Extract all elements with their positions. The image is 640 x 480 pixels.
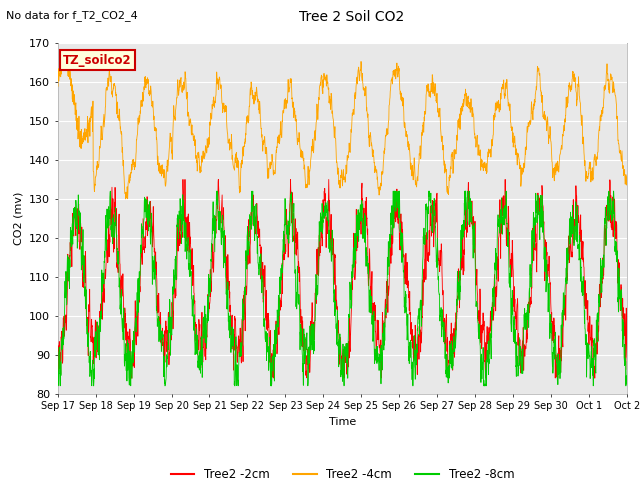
Text: TZ_soilco2: TZ_soilco2 (63, 54, 132, 67)
X-axis label: Time: Time (329, 417, 356, 427)
Text: Tree 2 Soil CO2: Tree 2 Soil CO2 (300, 10, 404, 24)
Y-axis label: CO2 (mv): CO2 (mv) (13, 192, 23, 245)
Legend: Tree2 -2cm, Tree2 -4cm, Tree2 -8cm: Tree2 -2cm, Tree2 -4cm, Tree2 -8cm (166, 463, 519, 480)
Text: No data for f_T2_CO2_4: No data for f_T2_CO2_4 (6, 10, 138, 21)
